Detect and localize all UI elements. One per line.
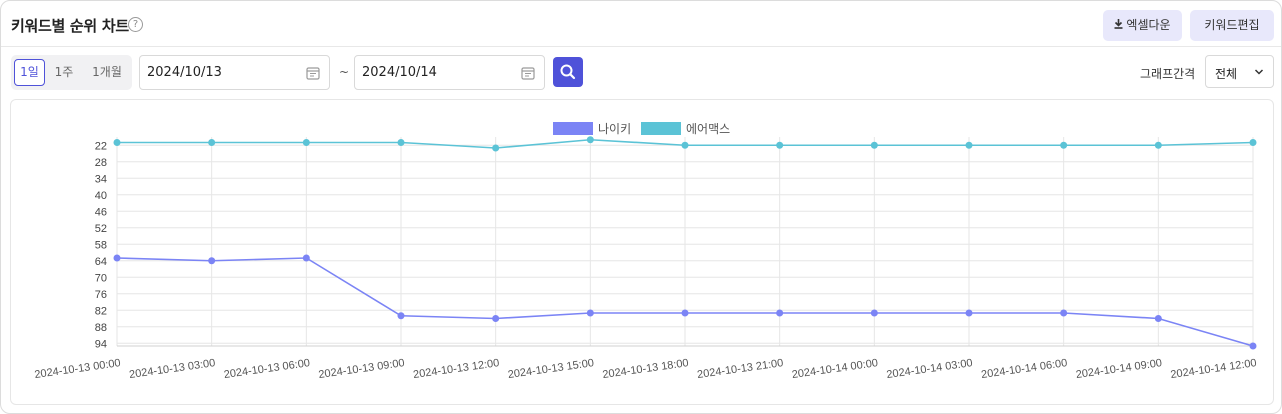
period-segmented-control: 1일 1주 1개월	[11, 55, 132, 90]
y-tick-label: 46	[95, 206, 107, 218]
chart-container: 22 28 34 40 46 52 58 64 70 76 82 88 94 2024-10-13 00:…	[10, 99, 1274, 405]
data-point	[208, 139, 216, 146]
data-point	[397, 312, 405, 320]
search-button[interactable]	[553, 57, 583, 87]
data-point	[586, 309, 594, 317]
data-point	[1060, 141, 1068, 149]
data-point	[113, 254, 121, 262]
legend-swatch	[641, 122, 681, 135]
graph-interval-value: 전체	[1215, 67, 1238, 81]
data-point	[965, 309, 973, 317]
data-point	[870, 141, 878, 149]
y-tick-label: 64	[95, 256, 107, 268]
y-tick-label: 88	[95, 322, 107, 334]
search-icon	[560, 64, 576, 80]
y-tick-label: 94	[95, 338, 107, 350]
y-tick-label: 40	[95, 190, 107, 202]
data-point	[113, 139, 121, 146]
graph-interval-select[interactable]: 전체	[1205, 55, 1274, 88]
y-tick-label: 52	[95, 223, 107, 235]
excel-download-label: 엑셀다운	[1126, 18, 1171, 32]
x-tick-label: 2024-10-14 03:00	[886, 357, 974, 381]
legend-label: 나이키	[598, 122, 631, 136]
y-tick-label: 82	[95, 305, 107, 317]
start-date-value: 2024/10/13	[147, 65, 222, 80]
data-point	[681, 309, 689, 317]
chevron-down-icon	[1254, 69, 1264, 75]
data-point	[870, 309, 878, 317]
y-tick-label: 70	[95, 272, 107, 284]
data-point	[1154, 315, 1162, 322]
graph-interval-label: 그래프간격	[1140, 67, 1196, 81]
card-header: 키워드별 순위 차트 ? 엑셀다운 키워드편집	[1, 1, 1281, 47]
x-tick-label: 2024-10-13 06:00	[223, 357, 311, 381]
data-point	[492, 315, 500, 322]
data-point	[302, 139, 310, 146]
y-tick-label: 28	[95, 157, 107, 169]
help-icon[interactable]: ?	[128, 17, 143, 32]
page-title: 키워드별 순위 차트	[11, 17, 129, 35]
excel-download-button[interactable]: 엑셀다운	[1103, 10, 1182, 41]
data-point	[397, 139, 405, 146]
x-tick-label: 2024-10-13 09:00	[318, 357, 406, 381]
period-1month-tab[interactable]: 1개월	[92, 65, 122, 79]
calendar-icon[interactable]	[306, 66, 320, 80]
end-date-field[interactable]: 2024/10/14	[354, 55, 545, 90]
end-date-value: 2024/10/14	[362, 65, 437, 80]
data-point	[1060, 309, 1068, 317]
data-point	[1154, 141, 1162, 149]
data-point	[965, 141, 973, 149]
data-point	[1249, 139, 1257, 146]
x-tick-label: 2024-10-13 12:00	[412, 357, 500, 381]
legend-label: 에어맥스	[686, 122, 730, 136]
data-point	[681, 141, 689, 149]
data-point	[776, 141, 784, 149]
data-point	[492, 144, 500, 152]
calendar-icon[interactable]	[521, 66, 535, 80]
filter-toolbar: 1일 1주 1개월 2024/10/13 ~ 2024/10/14	[1, 55, 1281, 91]
x-tick-label: 2024-10-13 03:00	[128, 357, 216, 381]
x-tick-label: 2024-10-14 12:00	[1170, 357, 1258, 381]
start-date-field[interactable]: 2024/10/13	[139, 55, 330, 90]
y-tick-label: 22	[95, 140, 107, 152]
data-point	[776, 309, 784, 317]
period-1day-tab[interactable]: 1일	[14, 59, 45, 86]
rank-line-chart: 22 28 34 40 46 52 58 64 70 76 82 88 94 2024-10-13 00:…	[34, 122, 1258, 381]
y-tick-label: 58	[95, 239, 107, 251]
legend-swatch	[553, 122, 593, 135]
x-tick-label: 2024-10-13 15:00	[507, 357, 595, 381]
x-tick-label: 2024-10-14 09:00	[1075, 357, 1163, 381]
y-tick-label: 34	[95, 173, 107, 185]
data-point	[586, 136, 594, 144]
x-tick-label: 2024-10-13 21:00	[696, 357, 784, 381]
keyword-edit-button[interactable]: 키워드편집	[1190, 10, 1274, 41]
period-1week-tab[interactable]: 1주	[54, 65, 74, 79]
data-point	[208, 257, 216, 265]
x-tick-label: 2024-10-13 18:00	[602, 357, 690, 381]
date-range-separator: ~	[339, 65, 350, 79]
x-tick-label: 2024-10-14 00:00	[791, 357, 879, 381]
data-point	[1249, 342, 1257, 350]
y-tick-label: 76	[95, 289, 107, 301]
x-tick-label: 2024-10-14 06:00	[980, 357, 1068, 381]
data-point	[302, 254, 310, 262]
download-icon	[1114, 19, 1123, 29]
x-tick-label: 2024-10-13 00:00	[34, 357, 122, 381]
